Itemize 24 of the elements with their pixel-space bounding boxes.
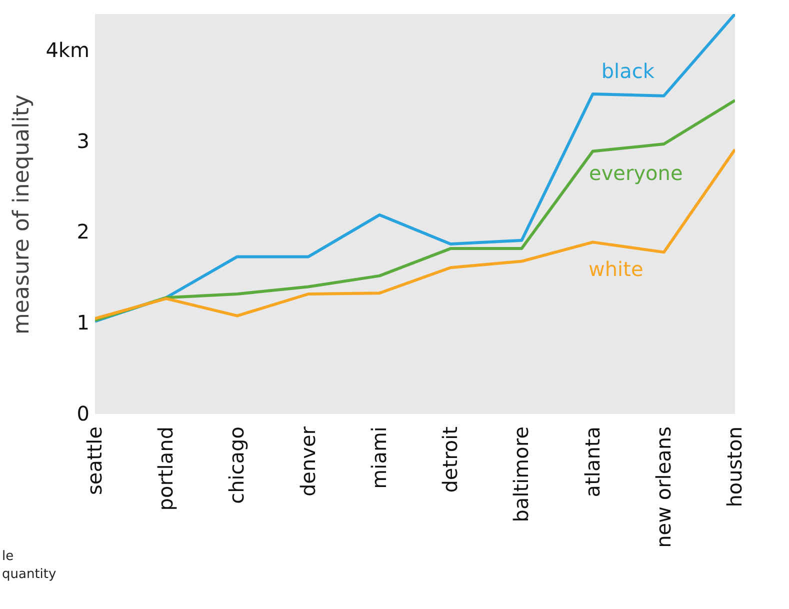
y-tick-label: 1: [76, 310, 90, 335]
series-label: white: [588, 257, 644, 282]
line-series: [95, 98, 735, 322]
x-tick-label: portland: [154, 426, 178, 511]
line-series: [95, 14, 735, 323]
series-label: everyone: [589, 161, 683, 185]
x-tick-label: miami: [366, 426, 391, 489]
text: le: [2, 548, 15, 566]
line-series: [95, 148, 735, 320]
y-axis-title: measure of inequality: [10, 94, 35, 334]
x-tick-label: atlanta: [580, 426, 604, 498]
x-tick-label: houston: [722, 426, 746, 508]
y-tick-label: 4km: [46, 38, 90, 62]
y-tick-label: 0: [76, 402, 90, 426]
y-tick-label: 3: [76, 128, 90, 153]
y-tick-label: 2: [76, 220, 90, 244]
x-tick-label: denver: [296, 426, 320, 497]
text: quantity: [2, 566, 56, 584]
x-tick-label: baltimore: [509, 426, 534, 522]
x-tick-label: seattle: [82, 426, 106, 496]
x-tick-label: chicago: [224, 426, 249, 504]
x-tick-label: new orleans: [651, 426, 676, 548]
x-tick-label: detroit: [438, 426, 462, 493]
series-label: black: [601, 58, 655, 83]
